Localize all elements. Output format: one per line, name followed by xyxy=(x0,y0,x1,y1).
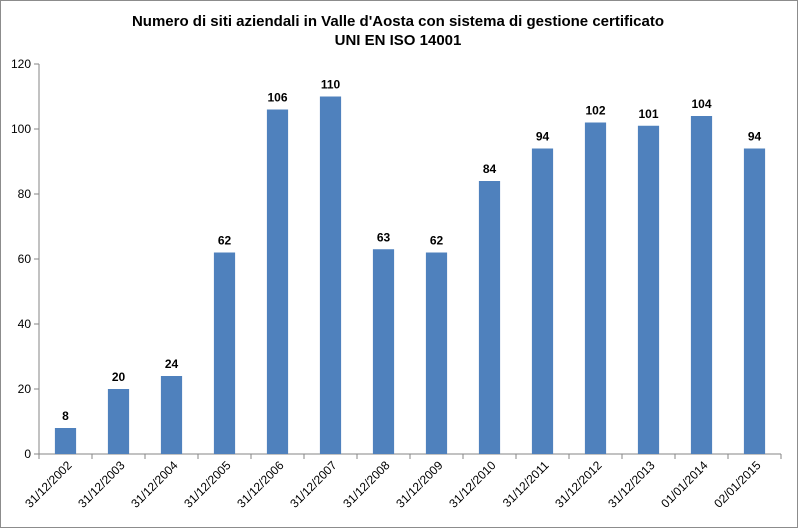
bar xyxy=(213,252,236,454)
x-tick-label: 02/01/2015 xyxy=(711,458,764,511)
chart-title-line-1: Numero di siti aziendali in Valle d'Aost… xyxy=(132,13,664,30)
x-tick-label: 31/12/2007 xyxy=(287,458,340,511)
bar xyxy=(54,428,77,454)
bar xyxy=(266,109,289,454)
x-tick-label: 31/12/2006 xyxy=(234,458,287,511)
data-labels: 8 20 24 62 106 110 63 62 84 94 102 101 104 94 xyxy=(62,78,761,424)
data-label: 106 xyxy=(267,91,287,105)
y-tick-label: 60 xyxy=(18,252,32,266)
data-label: 94 xyxy=(748,130,762,144)
x-tick-label: 31/12/2010 xyxy=(446,458,499,511)
x-tick-label: 31/12/2005 xyxy=(181,458,234,511)
y-tick-label: 40 xyxy=(18,317,32,331)
y-tick-label: 0 xyxy=(24,447,31,461)
bar xyxy=(425,252,448,454)
bar xyxy=(531,148,554,454)
data-label: 62 xyxy=(430,234,444,248)
data-label: 63 xyxy=(377,230,391,244)
bars xyxy=(54,96,766,454)
data-label: 62 xyxy=(218,234,232,248)
x-tick-label: 31/12/2013 xyxy=(605,458,658,511)
bar xyxy=(690,116,713,454)
bar xyxy=(319,96,342,454)
y-tick-label: 100 xyxy=(11,122,31,136)
y-tick-label: 80 xyxy=(18,187,32,201)
data-label: 101 xyxy=(638,107,658,121)
bar xyxy=(160,376,183,454)
x-tick-label: 31/12/2002 xyxy=(22,458,75,511)
x-tick-label: 01/01/2014 xyxy=(658,458,711,511)
data-label: 102 xyxy=(585,104,605,118)
y-tick-label: 20 xyxy=(18,382,32,396)
bar xyxy=(584,122,607,454)
x-tick-label: 31/12/2004 xyxy=(128,458,181,511)
bar xyxy=(372,249,395,454)
data-label: 104 xyxy=(691,97,711,111)
data-label: 94 xyxy=(536,130,550,144)
data-label: 20 xyxy=(112,370,126,384)
chart-title-line-2: UNI EN ISO 14001 xyxy=(335,32,462,49)
bar xyxy=(107,389,130,454)
data-label: 84 xyxy=(483,162,497,176)
x-tick-label: 31/12/2012 xyxy=(552,458,605,511)
data-label: 24 xyxy=(165,357,179,371)
data-label: 110 xyxy=(321,78,341,92)
x-tick-label: 31/12/2011 xyxy=(500,458,552,510)
x-tick-label: 31/12/2003 xyxy=(75,458,128,511)
bar xyxy=(637,125,660,454)
y-tick-label: 120 xyxy=(11,57,31,71)
x-tick-label: 31/12/2008 xyxy=(340,458,393,511)
data-label: 8 xyxy=(62,409,69,423)
x-tick-label: 31/12/2009 xyxy=(393,458,446,511)
bar xyxy=(743,148,766,454)
bar xyxy=(478,181,501,454)
